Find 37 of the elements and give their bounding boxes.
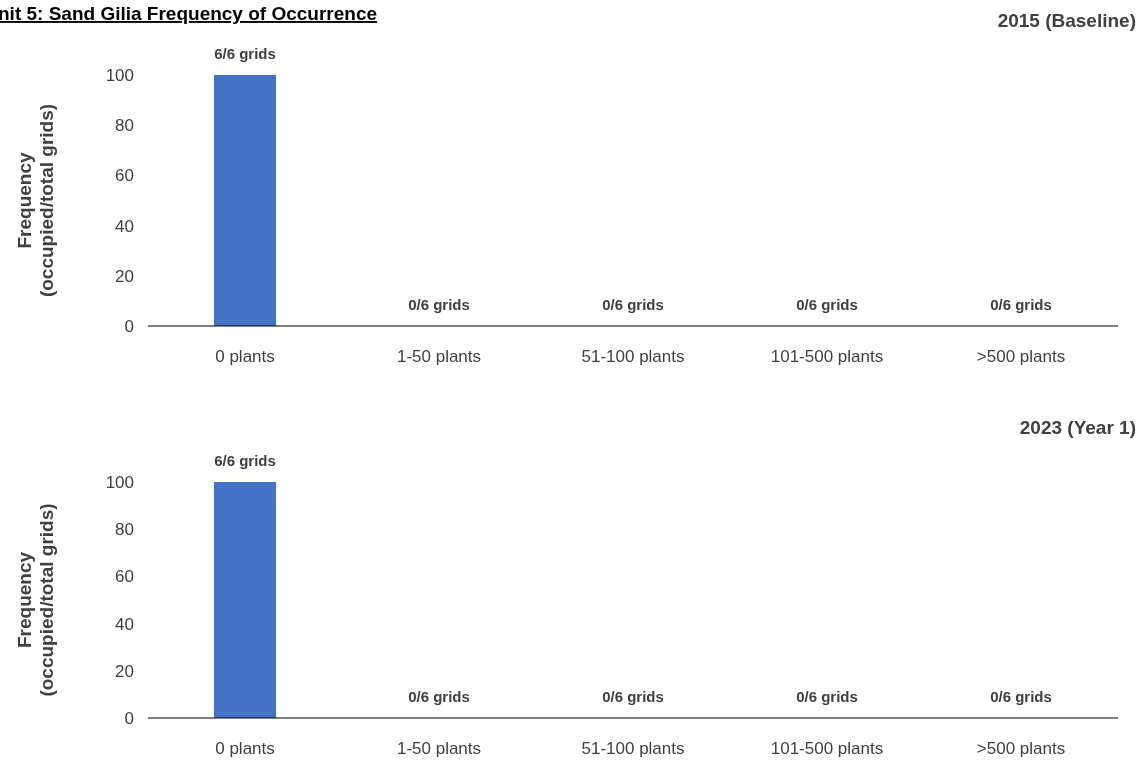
x-tick-label: 0 plants xyxy=(215,739,275,758)
chart-subtitle: 2015 (Baseline) xyxy=(997,10,1136,31)
y-tick-label: 100 xyxy=(105,472,134,492)
y-tick-label: 60 xyxy=(115,567,134,587)
x-tick-label: 51-100 plants xyxy=(581,347,685,366)
data-label: 0/6 grids xyxy=(408,296,470,313)
x-tick-label: >500 plants xyxy=(976,739,1066,758)
x-tick-label: 101-500 plants xyxy=(770,739,884,758)
x-tick-label: 1-50 plants xyxy=(396,739,482,758)
data-label: 0/6 grids xyxy=(990,296,1052,313)
y-axis-title: Frequency (occupied/total grids) xyxy=(13,103,58,298)
data-label: 0/6 grids xyxy=(796,296,858,313)
data-label: 6/6 grids xyxy=(214,452,276,469)
x-tick-label: 101-500 plants xyxy=(770,347,884,366)
data-label: 0/6 grids xyxy=(796,688,858,705)
y-tick-label: 80 xyxy=(115,116,134,136)
y-tick-label: 0 xyxy=(124,708,134,728)
y-tick-label: 40 xyxy=(115,614,134,634)
chart-title: nit 5: Sand Gilia Frequency of Occurrence xyxy=(0,3,378,24)
chart-subtitle: 2023 (Year 1) xyxy=(1019,417,1136,438)
y-tick-label: 100 xyxy=(105,65,134,85)
x-tick-label: >500 plants xyxy=(976,347,1066,366)
x-tick-label: 51-100 plants xyxy=(581,739,685,758)
y-tick-label: 20 xyxy=(115,266,134,286)
y-tick-label: 40 xyxy=(115,216,134,236)
x-tick-label: 1-50 plants xyxy=(396,347,482,366)
data-label: 0/6 grids xyxy=(602,688,664,705)
x-tick-label: 0 plants xyxy=(215,347,275,366)
y-tick-label: 20 xyxy=(115,661,134,681)
y-axis-title: Frequency (occupied/total grids) xyxy=(13,503,58,697)
data-label: 6/6 grids xyxy=(214,45,276,62)
y-tick-label: 80 xyxy=(115,520,134,540)
y-tick-label: 0 xyxy=(124,316,134,336)
data-label: 0/6 grids xyxy=(602,296,664,313)
data-label: 0/6 grids xyxy=(990,688,1052,705)
y-tick-label: 60 xyxy=(115,166,134,186)
data-label: 0/6 grids xyxy=(408,688,470,705)
